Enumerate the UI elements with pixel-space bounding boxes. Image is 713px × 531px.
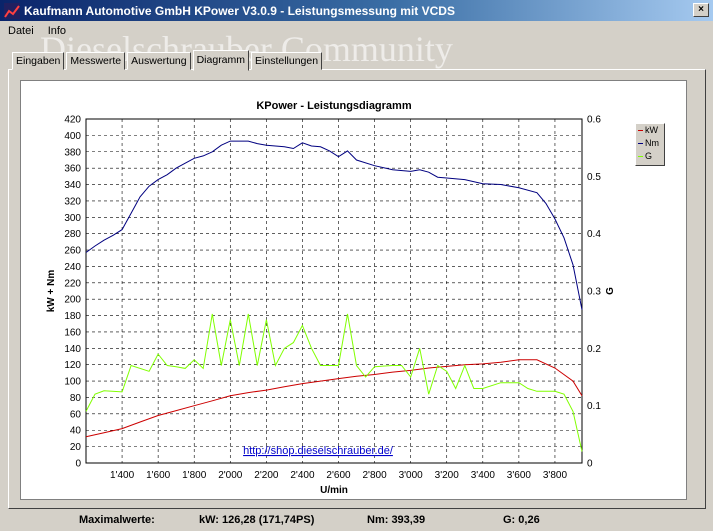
x-axis-label: U/min [320, 485, 348, 496]
y-tick-label: 420 [64, 115, 81, 126]
status-bar: Maximalwerte: kW: 126,28 (171,74PS) Nm: … [0, 508, 713, 531]
legend-label: Nm [645, 138, 659, 148]
y-axis-label: kW + Nm [46, 270, 57, 313]
y-tick-label: 120 [64, 360, 81, 371]
y-tick-label: 340 [64, 180, 81, 191]
title-bar: Kaufmann Automotive GmbH KPower V3.0.9 -… [0, 0, 713, 21]
shop-link[interactable]: http://shop.dieselschrauber.de/ [243, 445, 394, 457]
chart-legend: kW Nm G [635, 123, 665, 166]
y-tick-label: 160 [64, 327, 81, 338]
y2-axis-label: G [605, 287, 616, 295]
chart-title: KPower - Leistungsdiagramm [256, 100, 411, 112]
legend-swatch [638, 156, 643, 157]
tab-einstellungen[interactable]: Einstellungen [251, 52, 323, 70]
max-g-value: G: 0,26 [503, 514, 540, 526]
menu-datei[interactable]: Datei [8, 24, 34, 37]
y-tick-label: 40 [70, 426, 82, 437]
y-tick-label: 180 [64, 311, 81, 322]
y2-tick-label: 0.1 [587, 401, 601, 412]
max-values-label: Maximalwerte: [79, 514, 155, 526]
y-tick-label: 300 [64, 213, 81, 224]
tab-panel [8, 69, 706, 509]
close-button[interactable]: × [693, 3, 709, 17]
plot-frame [85, 118, 583, 464]
legend-item: Nm [636, 137, 664, 150]
legend-label: kW [645, 125, 658, 135]
y-tick-label: 260 [64, 246, 81, 257]
legend-swatch [638, 143, 643, 144]
max-nm-value: Nm: 393,39 [367, 514, 426, 526]
y-tick-label: 20 [70, 442, 82, 453]
x-tick-label: 2'000 [218, 470, 243, 481]
x-tick-label: 3'000 [399, 470, 424, 481]
y2-tick-label: 0.6 [587, 115, 601, 126]
y2-tick-label: 0.3 [587, 287, 601, 298]
x-tick-label: 3'800 [543, 470, 568, 481]
y-tick-label: 360 [64, 164, 81, 175]
app-icon [4, 2, 20, 19]
y-tick-label: 240 [64, 262, 81, 273]
legend-item: kW [636, 124, 664, 137]
y-tick-label: 0 [75, 459, 81, 470]
y-tick-label: 400 [64, 131, 81, 142]
y-tick-label: 200 [64, 295, 81, 306]
y2-tick-label: 0 [587, 459, 593, 470]
y-tick-label: 220 [64, 278, 81, 289]
y-tick-label: 100 [64, 377, 81, 388]
y2-tick-label: 0.2 [587, 344, 601, 355]
legend-item: G [636, 150, 664, 163]
x-tick-label: 3'200 [435, 470, 460, 481]
y-tick-label: 140 [64, 344, 81, 355]
chart-area: KPower - Leistungsdiagramm 0 20 40 60 80 100 12… [20, 80, 687, 500]
legend-label: G [645, 151, 653, 161]
menu-info[interactable]: Info [47, 24, 67, 37]
power-chart: KPower - Leistungsdiagramm 0 20 40 60 80 100 12… [46, 100, 616, 496]
tab-strip: Eingaben Messwerte Auswertung Diagramm E… [12, 50, 324, 71]
tab-eingaben[interactable]: Eingaben [12, 52, 65, 70]
x-tick-label: 2'800 [363, 470, 388, 481]
legend-swatch [638, 130, 643, 131]
tab-auswertung[interactable]: Auswertung [127, 52, 191, 70]
y2-tick-label: 0.4 [587, 229, 601, 240]
y-tick-label: 60 [70, 409, 82, 420]
x-tick-label: 2'400 [290, 470, 315, 481]
window-title: Kaufmann Automotive GmbH KPower V3.0.9 -… [24, 3, 455, 18]
series-line-g [85, 313, 583, 452]
x-tick-label: 1'800 [182, 470, 207, 481]
x-tick-label: 2'200 [254, 470, 279, 481]
y-tick-label: 80 [70, 393, 82, 404]
tab-diagramm[interactable]: Diagramm [192, 50, 250, 71]
tab-messwerte[interactable]: Messwerte [66, 52, 126, 70]
x-tick-label: 1'600 [146, 470, 171, 481]
x-tick-label: 2'600 [326, 470, 351, 481]
x-tick-label: 3'600 [507, 470, 532, 481]
x-tick-label: 3'400 [471, 470, 496, 481]
y2-tick-label: 0.5 [587, 172, 601, 183]
series-line-nm [85, 140, 583, 310]
y-tick-label: 320 [64, 196, 81, 207]
series-line-kw [85, 359, 583, 438]
menu-bar: Datei Info [0, 21, 713, 40]
x-tick-label: 1'400 [110, 470, 135, 481]
y-tick-label: 380 [64, 147, 81, 158]
max-kw-value: kW: 126,28 (171,74PS) [199, 514, 315, 526]
y-tick-label: 280 [64, 229, 81, 240]
